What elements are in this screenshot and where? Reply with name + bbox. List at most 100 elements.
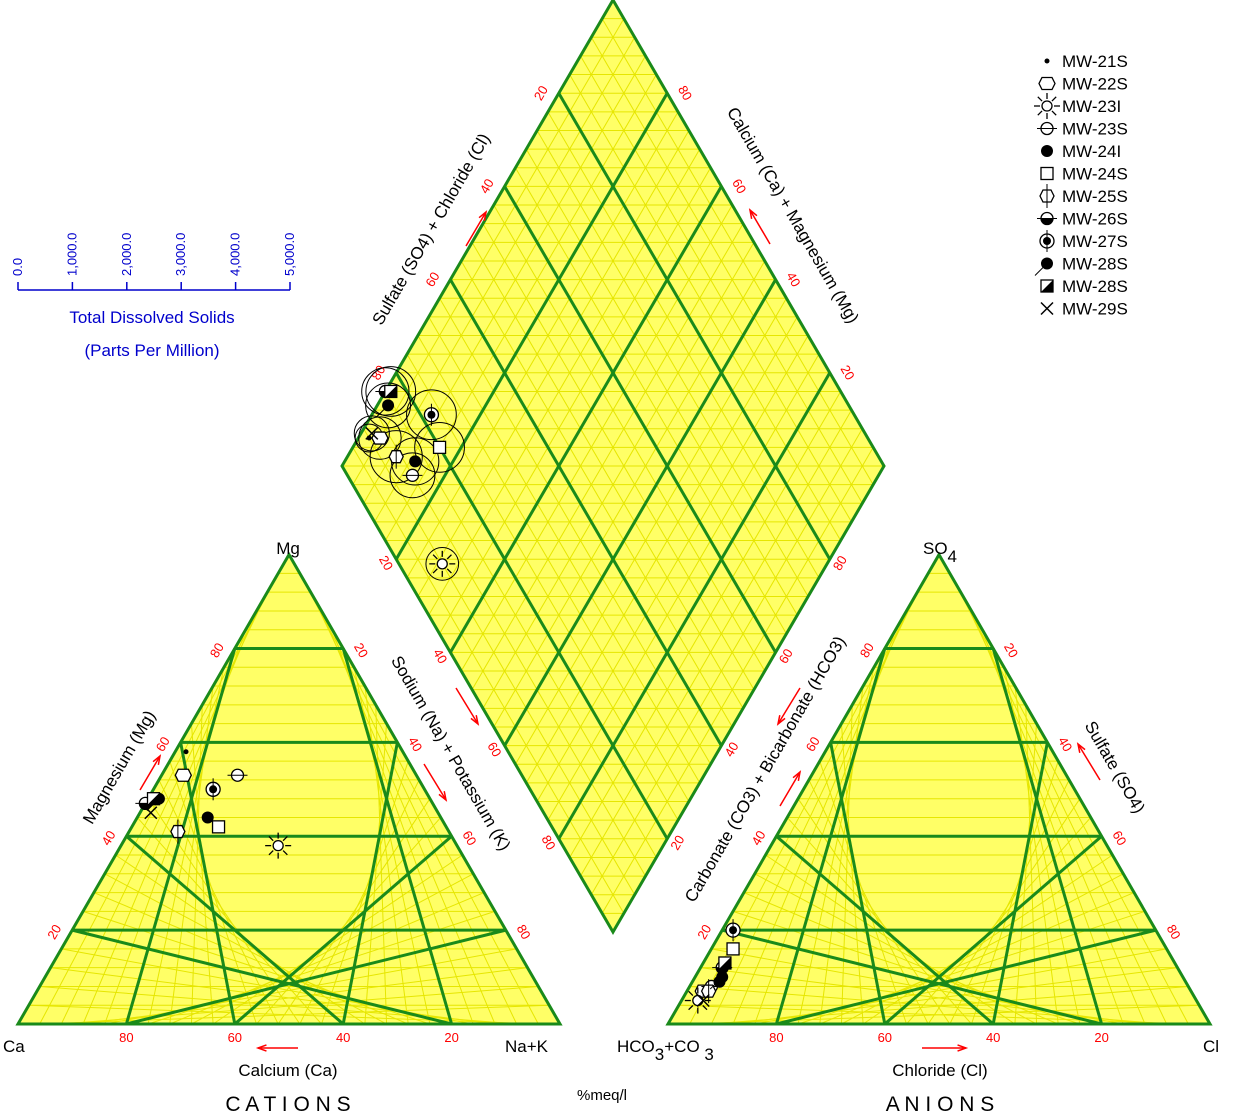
cation-axis-bottom: Calcium (Ca) xyxy=(238,1061,337,1080)
diamond-grid-line xyxy=(417,130,690,597)
cation-outline xyxy=(15,551,563,1026)
so4-cl-arrow xyxy=(465,211,487,247)
cation-point xyxy=(174,768,193,782)
diamond-tick-upper-right: 20 xyxy=(838,363,858,383)
cation-grid-line xyxy=(39,1004,550,1025)
anion-grid-line xyxy=(862,854,1113,1025)
anion-tick-right: 40 xyxy=(1055,734,1075,754)
cation-tick-right: 20 xyxy=(351,640,371,660)
legend-marker xyxy=(1037,211,1057,226)
anion-major-line xyxy=(991,742,1049,1025)
cation-point xyxy=(265,832,292,859)
legend-marker xyxy=(1038,76,1056,91)
anion-major-line xyxy=(775,835,995,1026)
anion-grid-line xyxy=(808,779,929,1025)
anion-point xyxy=(696,994,710,1008)
diamond-point xyxy=(432,440,447,455)
major-grid xyxy=(15,0,1213,1026)
legend-marker xyxy=(1041,145,1053,157)
anion-grid-line xyxy=(840,723,864,1025)
cation-grid-line xyxy=(321,760,409,1025)
cation-major-line xyxy=(126,928,507,1026)
tds-circle xyxy=(361,367,410,416)
sodium-arrow-head xyxy=(438,791,448,802)
legend-marker xyxy=(1039,184,1055,208)
diamond-grid-line xyxy=(460,260,733,728)
legend-marker xyxy=(1040,166,1054,181)
cation-grid-line xyxy=(212,854,463,1025)
legend-marker xyxy=(1037,121,1057,136)
cation-tick-right: 40 xyxy=(405,734,425,754)
anion-tick-bottom: 40 xyxy=(986,1030,1000,1045)
magnesium-arrow-head xyxy=(152,754,162,765)
diamond-point xyxy=(402,468,423,482)
magnesium-arrow xyxy=(139,755,161,791)
anion-point xyxy=(726,942,740,956)
anion-axis-bottom: Chloride (Cl) xyxy=(892,1061,987,1080)
anion-triangle-fill xyxy=(668,554,1210,1024)
diamond-grid-line xyxy=(569,391,842,858)
diamond-grid-line xyxy=(384,74,657,541)
cation-major-line xyxy=(125,835,345,1026)
diamond-grid-line xyxy=(482,223,755,690)
diamond-point xyxy=(388,444,404,469)
diamond-grid-line xyxy=(352,447,625,914)
diamond-major-line xyxy=(503,185,777,654)
diamond-grid-line xyxy=(352,18,625,485)
anion-grid-line xyxy=(971,760,1059,1025)
diamond-grid-line xyxy=(601,447,874,914)
anion-point xyxy=(700,979,717,1004)
anion-grid-line xyxy=(732,967,1178,1025)
diamond-grid-line xyxy=(406,111,679,579)
anion-point xyxy=(718,956,732,970)
anion-grid-line xyxy=(840,704,853,1025)
legend-label: MW-27S xyxy=(1062,232,1128,251)
diamond-tick-lower-right: 40 xyxy=(721,739,741,759)
diamond-major-line xyxy=(503,278,777,747)
cation-tick-left: 20 xyxy=(44,922,64,942)
diamond-lower-left-arrow-head xyxy=(470,715,480,726)
legend-label: MW-24S xyxy=(1062,165,1128,184)
sulfate-arrow-head xyxy=(1076,742,1086,753)
diamond-grid-line xyxy=(428,148,701,616)
tds-circle xyxy=(389,452,436,499)
diamond-major-line xyxy=(557,92,832,560)
anion-grid-line xyxy=(1025,704,1038,1025)
cation-grid-line xyxy=(50,967,496,1025)
diamond-grid-line xyxy=(471,242,744,709)
cation-point xyxy=(201,811,214,824)
diamond-grid-line xyxy=(601,18,874,485)
anion-major-line xyxy=(883,835,1103,1026)
anion-grid-line xyxy=(754,873,1037,1025)
anion-tick-right: 80 xyxy=(1164,922,1184,942)
diamond-grid-line xyxy=(439,167,711,635)
tds-scale-tick-label: 1,000.0 xyxy=(64,233,79,276)
tds-circle xyxy=(414,421,465,473)
tds-scale-tick-label: 3,000.0 xyxy=(173,233,188,276)
cation-title: C A T I O N S xyxy=(225,1093,350,1116)
diamond-lower-left-arrow xyxy=(455,687,479,725)
diamond-outline xyxy=(340,0,886,935)
tds-circle xyxy=(425,547,460,581)
diamond-point xyxy=(375,399,395,418)
tds-circle xyxy=(365,366,417,417)
cation-major-line xyxy=(341,742,399,1025)
cation-grid-line xyxy=(82,967,528,1025)
anion-tick-right: 20 xyxy=(1001,640,1021,660)
cation-corner-ca: Ca xyxy=(3,1037,25,1056)
legend-marker xyxy=(1039,230,1055,252)
legend: MW-21S MW-22S MW-23I MW-23S MW-24I MW-24S MW-2… xyxy=(1034,52,1128,319)
cation-point xyxy=(170,819,186,844)
anion-grid-line xyxy=(689,1004,1200,1025)
anion-tick-left: 20 xyxy=(694,922,714,942)
cation-major-line xyxy=(233,835,453,1026)
cation-grid-line xyxy=(61,985,539,1025)
diamond-grid-line xyxy=(515,297,787,765)
diamond-tick-upper-left: 60 xyxy=(422,269,442,289)
diamond-grid-line xyxy=(580,55,852,523)
diamond-tick-lower-left: 20 xyxy=(376,553,396,573)
diamond-major-line xyxy=(557,372,832,840)
tds-circle xyxy=(358,416,402,460)
diamond-tick-lower-left: 40 xyxy=(430,646,450,666)
legend-label: MW-23S xyxy=(1062,120,1128,139)
